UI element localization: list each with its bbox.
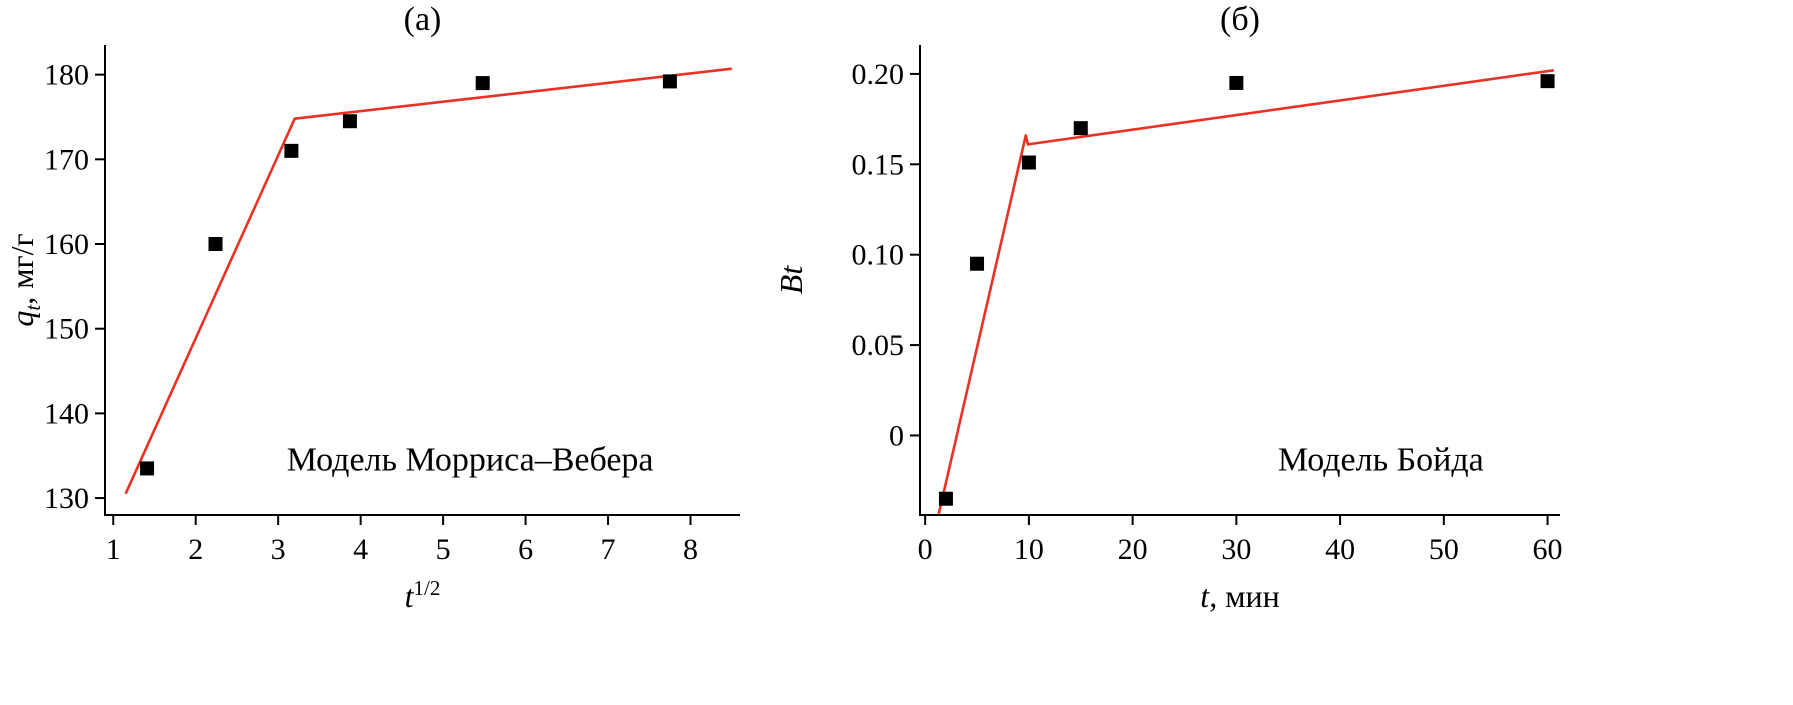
y-axis-label: qt, мг/г (4, 233, 45, 326)
y-tick-label: 0.15 (852, 148, 905, 181)
y-axis-label: Bt (773, 265, 809, 295)
data-point (1073, 121, 1088, 136)
x-tick-label: 0 (918, 533, 933, 566)
x-tick-label: 5 (436, 533, 451, 566)
x-axis-label: t, мин (1200, 578, 1279, 614)
data-point (140, 461, 155, 476)
data-point (662, 74, 677, 89)
panel-title: (б) (1220, 1, 1260, 38)
data-point (284, 143, 299, 158)
y-tick-label: 0.20 (852, 58, 905, 91)
data-point (475, 76, 490, 91)
panel-title: (а) (404, 1, 442, 38)
axes-spines (919, 45, 1560, 516)
x-tick-label: 30 (1221, 533, 1251, 566)
y-tick-label: 170 (44, 143, 89, 176)
y-tick-label: 140 (44, 397, 89, 430)
data-point (208, 237, 223, 252)
data-point (1021, 155, 1036, 170)
fit-line (937, 69, 1554, 515)
data-point (938, 491, 953, 506)
data-point (970, 256, 985, 271)
y-tick-label: 180 (44, 59, 89, 92)
data-point (1540, 74, 1555, 89)
y-tick-label: 130 (44, 482, 89, 515)
x-tick-label: 1 (106, 533, 121, 566)
axes-spines (104, 45, 740, 516)
y-tick-label: 160 (44, 228, 89, 261)
x-tick-label: 20 (1118, 533, 1148, 566)
x-tick-label: 40 (1325, 533, 1355, 566)
y-tick-label: 150 (44, 313, 89, 346)
model-annotation: Модель Морриса–Вебера (287, 441, 654, 478)
x-tick-label: 6 (518, 533, 533, 566)
y-tick-label: 0.05 (852, 329, 905, 362)
x-tick-label: 2 (188, 533, 203, 566)
x-tick-label: 50 (1429, 533, 1459, 566)
panel-b: 0 10 20 30 40 50 60 0 0.05 0.10 0.15 0.20 Модель Бой… (773, 1, 1563, 614)
y-tick-label: 0.10 (852, 239, 905, 272)
model-annotation: Модель Бойда (1278, 441, 1484, 478)
x-tick-label: 4 (353, 533, 368, 566)
x-tick-label: 3 (271, 533, 286, 566)
data-point (1229, 75, 1244, 90)
fit-line (124, 67, 732, 495)
x-tick-label: 10 (1014, 533, 1044, 566)
x-axis-label: t1/2 (405, 576, 441, 614)
x-tick-label: 7 (601, 533, 616, 566)
y-tick-label: 0 (889, 419, 904, 452)
panel-a: 1 2 3 4 5 6 7 8 130 140 150 160 170 180 Модель Морриса… (4, 1, 740, 614)
data-point (342, 114, 357, 129)
x-tick-label: 8 (683, 533, 698, 566)
x-tick-label: 60 (1533, 533, 1563, 566)
